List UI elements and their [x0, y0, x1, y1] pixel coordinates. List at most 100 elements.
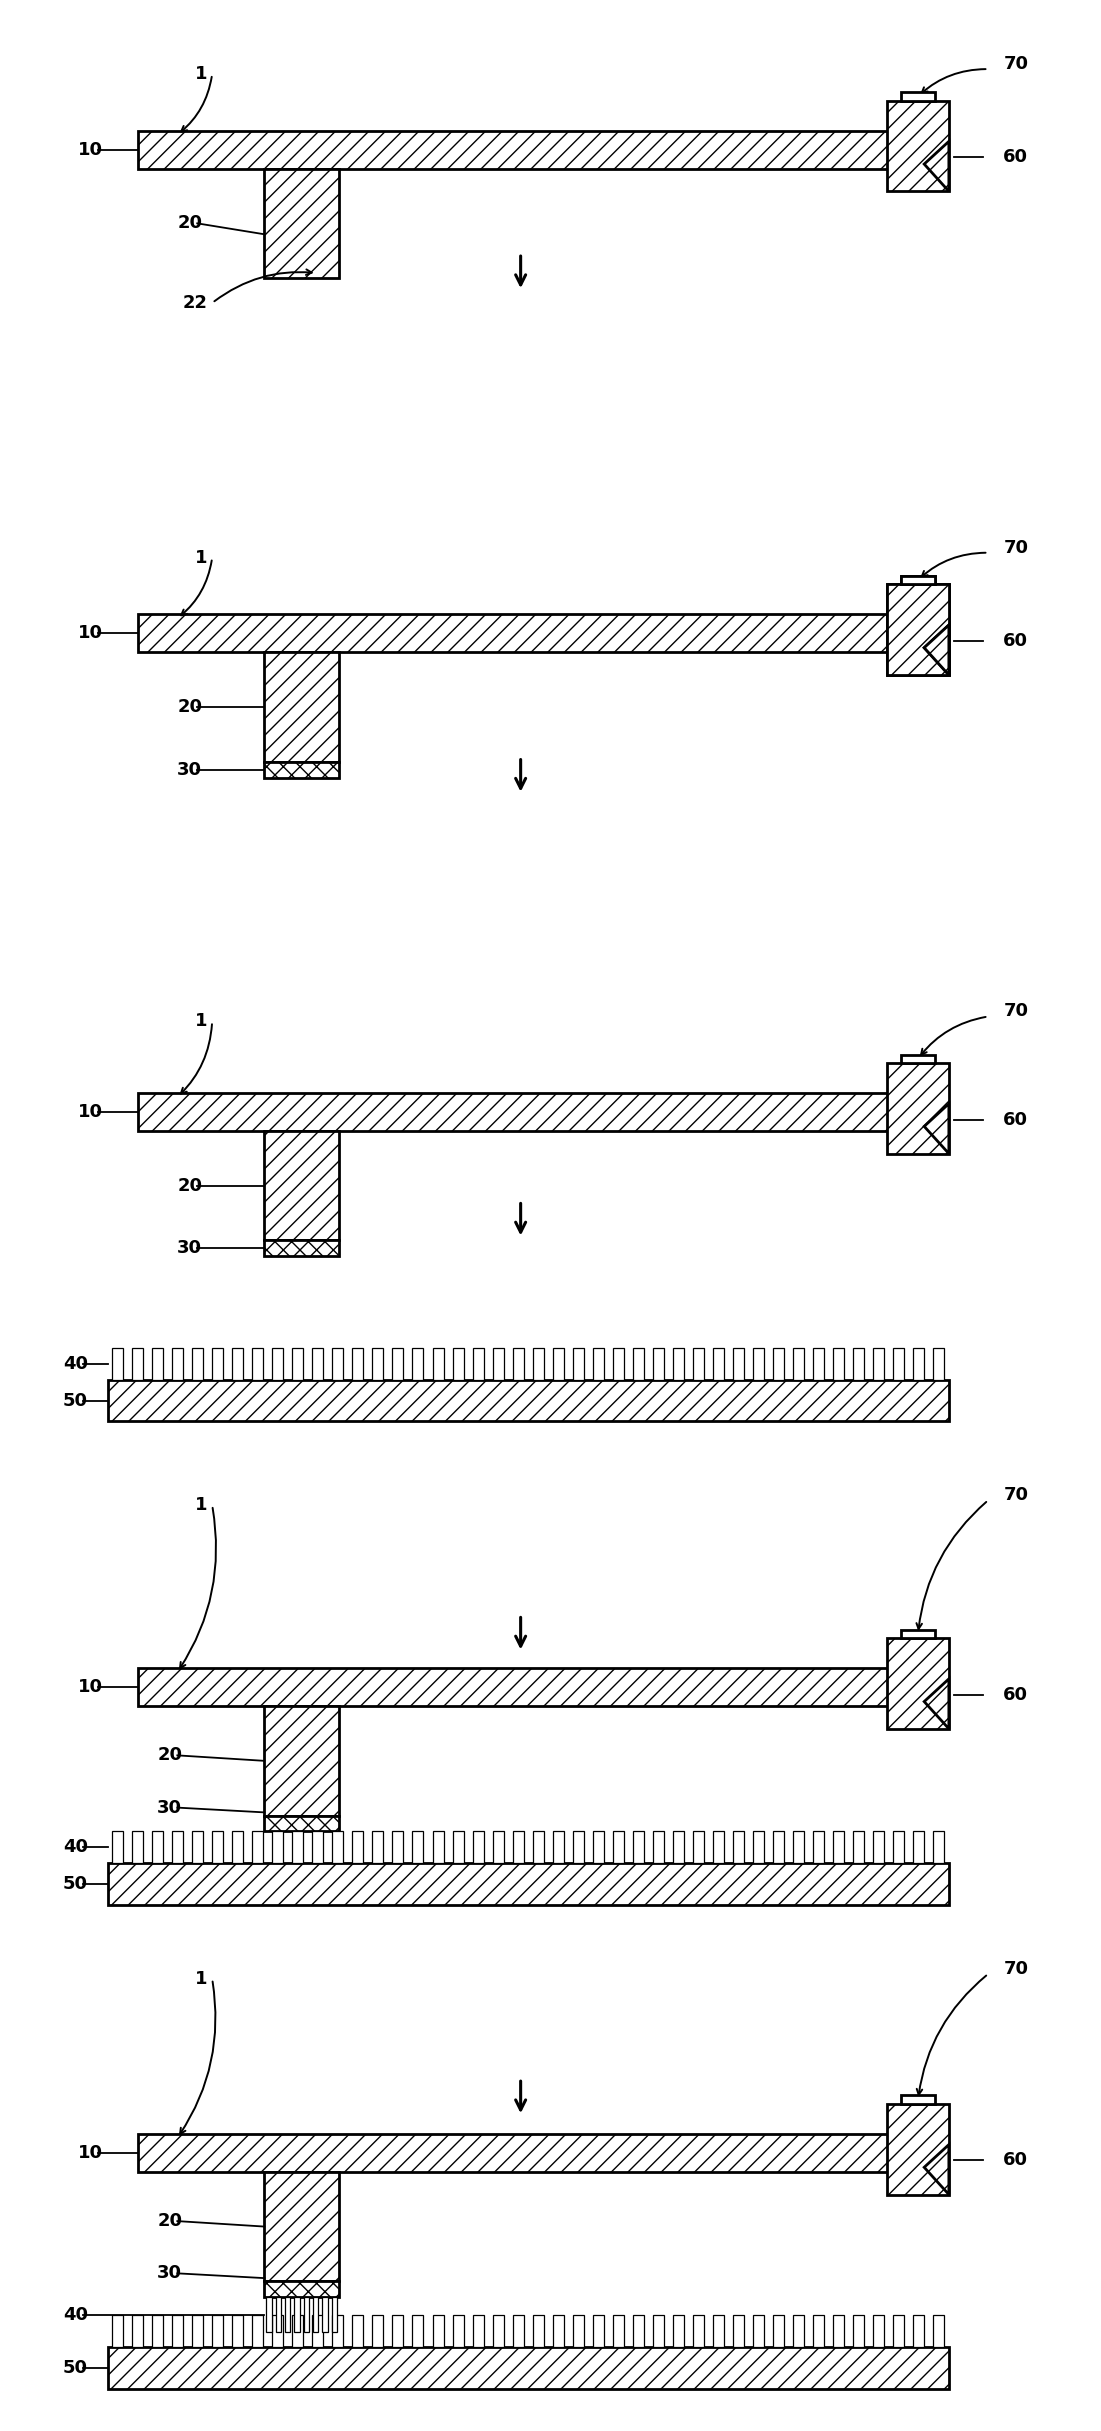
- Bar: [472, 1831, 483, 1862]
- Bar: [313, 2314, 324, 2346]
- Bar: [112, 2314, 123, 2346]
- Text: 10: 10: [78, 141, 102, 158]
- Bar: [313, 1831, 324, 1862]
- Bar: [513, 1831, 524, 1862]
- Bar: [193, 1831, 204, 1862]
- Bar: [232, 1347, 243, 1381]
- Bar: [901, 1629, 935, 1638]
- Bar: [333, 2314, 344, 2346]
- Bar: [853, 2314, 864, 2346]
- Bar: [893, 1831, 904, 1862]
- Bar: [887, 100, 949, 192]
- Bar: [592, 1831, 603, 1862]
- Bar: [352, 1347, 363, 1381]
- Text: 1: 1: [195, 66, 207, 83]
- Bar: [913, 1831, 924, 1862]
- Bar: [887, 1062, 949, 1155]
- Bar: [264, 652, 339, 761]
- Bar: [333, 1831, 344, 1862]
- Bar: [773, 2314, 784, 2346]
- Text: 60: 60: [1003, 632, 1028, 649]
- Bar: [232, 2314, 243, 2346]
- Bar: [693, 2314, 704, 2346]
- Text: 20: 20: [177, 214, 203, 233]
- Text: 40: 40: [63, 2305, 88, 2324]
- Bar: [793, 1831, 804, 1862]
- Bar: [653, 2314, 664, 2346]
- Text: 10: 10: [78, 625, 102, 642]
- Bar: [653, 1347, 664, 1381]
- Bar: [264, 761, 339, 778]
- Text: 60: 60: [1003, 148, 1028, 165]
- Bar: [413, 1831, 424, 1862]
- Text: 10: 10: [78, 1104, 102, 1121]
- Bar: [873, 2314, 884, 2346]
- Bar: [272, 1347, 283, 1381]
- Bar: [323, 2297, 328, 2331]
- Bar: [138, 1094, 908, 1130]
- Bar: [573, 2314, 584, 2346]
- Bar: [492, 2314, 503, 2346]
- Bar: [472, 1347, 483, 1381]
- Bar: [753, 1831, 764, 1862]
- Bar: [633, 1831, 644, 1862]
- Text: 22: 22: [182, 294, 207, 311]
- Bar: [733, 1831, 744, 1862]
- Bar: [693, 1831, 704, 1862]
- Bar: [793, 2314, 804, 2346]
- Text: 1: 1: [195, 1011, 207, 1031]
- Bar: [372, 1347, 383, 1381]
- Bar: [592, 2314, 603, 2346]
- Bar: [933, 1347, 944, 1381]
- Bar: [138, 131, 908, 168]
- Bar: [893, 1347, 904, 1381]
- Bar: [313, 2297, 318, 2331]
- Bar: [933, 1831, 944, 1862]
- Bar: [753, 2314, 764, 2346]
- Text: 1: 1: [195, 549, 207, 566]
- Bar: [264, 168, 339, 277]
- Bar: [893, 2314, 904, 2346]
- Bar: [513, 1347, 524, 1381]
- Bar: [813, 1347, 824, 1381]
- Bar: [392, 1831, 403, 1862]
- Bar: [212, 1831, 224, 1862]
- Bar: [252, 2314, 263, 2346]
- Bar: [673, 1347, 684, 1381]
- Bar: [887, 583, 949, 676]
- Polygon shape: [924, 1104, 949, 1155]
- Bar: [913, 1347, 924, 1381]
- Bar: [293, 2314, 304, 2346]
- Bar: [264, 1816, 339, 1831]
- Bar: [313, 1347, 324, 1381]
- Bar: [887, 583, 949, 676]
- Bar: [853, 1347, 864, 1381]
- Bar: [333, 1347, 344, 1381]
- Bar: [264, 1707, 339, 1816]
- Bar: [392, 2314, 403, 2346]
- Bar: [901, 2096, 935, 2103]
- Bar: [392, 1347, 403, 1381]
- Bar: [553, 1347, 564, 1381]
- Bar: [833, 2314, 844, 2346]
- Bar: [132, 1347, 143, 1381]
- Bar: [533, 1831, 544, 1862]
- Bar: [712, 1831, 723, 1862]
- Bar: [793, 1347, 804, 1381]
- Text: 70: 70: [1003, 1485, 1028, 1505]
- Bar: [112, 1831, 123, 1862]
- Bar: [433, 1831, 444, 1862]
- Bar: [352, 2314, 363, 2346]
- Bar: [212, 2314, 224, 2346]
- Bar: [453, 1347, 464, 1381]
- Bar: [887, 2103, 949, 2195]
- Text: 60: 60: [1003, 1685, 1028, 1704]
- Bar: [773, 1347, 784, 1381]
- Polygon shape: [924, 1680, 949, 1728]
- Polygon shape: [924, 625, 949, 676]
- Bar: [492, 1347, 503, 1381]
- Bar: [276, 2297, 281, 2331]
- Bar: [212, 1347, 224, 1381]
- Polygon shape: [924, 2144, 949, 2195]
- Bar: [873, 1831, 884, 1862]
